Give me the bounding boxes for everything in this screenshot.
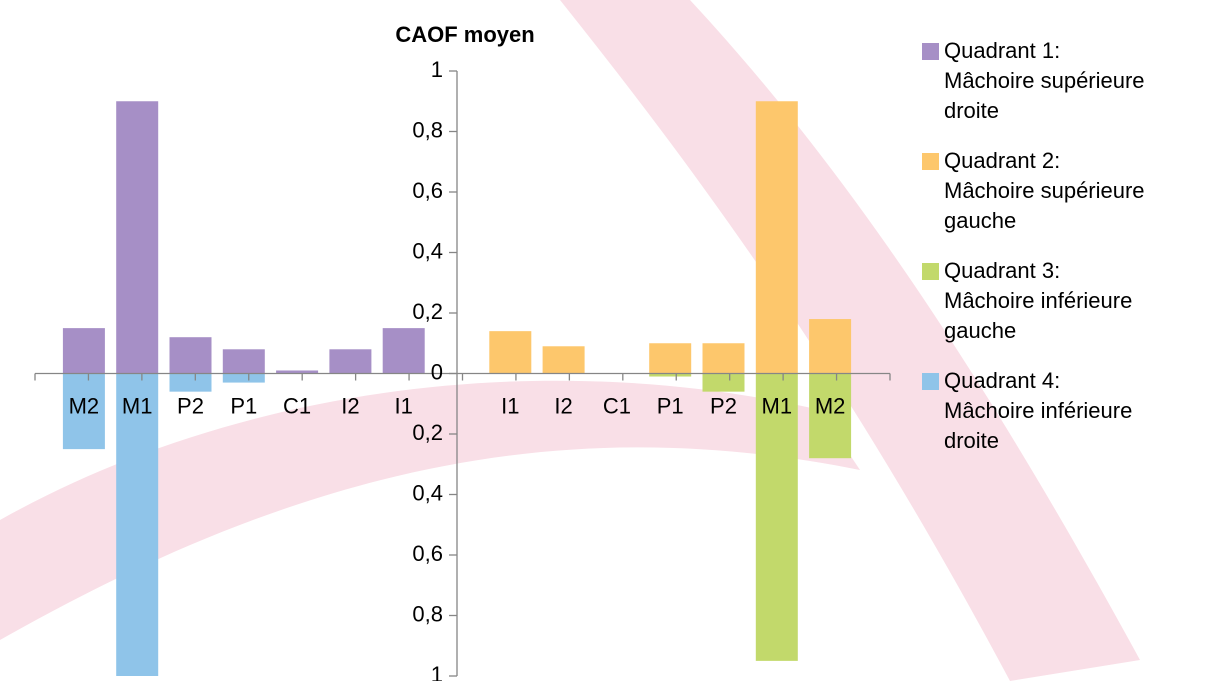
bar xyxy=(223,349,265,373)
legend-swatch xyxy=(922,263,939,280)
x-tick-label: M1 xyxy=(122,393,153,418)
x-tick-label: I1 xyxy=(501,393,519,418)
x-tick-label: P2 xyxy=(710,393,737,418)
y-tick-label: 0,4 xyxy=(412,238,443,263)
bar xyxy=(756,101,798,373)
chart-title: CAOF moyen xyxy=(395,22,534,47)
x-tick-label: M1 xyxy=(762,393,793,418)
bar xyxy=(703,374,745,392)
bar xyxy=(703,343,745,373)
x-tick-label: P2 xyxy=(177,393,204,418)
y-tick-label: 0,2 xyxy=(412,420,443,445)
legend-swatch xyxy=(922,153,939,170)
y-tick-label: 0,2 xyxy=(412,299,443,324)
x-tick-label: C1 xyxy=(283,393,311,418)
page: {"chart_data": {"type": "bar", "title": … xyxy=(0,0,1208,681)
x-tick-label: M2 xyxy=(69,393,100,418)
y-tick-label: 0 xyxy=(431,359,443,384)
y-tick-label: 0,8 xyxy=(412,117,443,142)
legend-item: Quadrant 1: Mâchoire supérieure droite xyxy=(922,36,1189,126)
x-tick-label: P1 xyxy=(657,393,684,418)
x-tick-label: C1 xyxy=(603,393,631,418)
x-tick-label: I1 xyxy=(395,393,413,418)
legend-label: Quadrant 4: Mâchoire inférieure droite xyxy=(944,368,1132,453)
bar xyxy=(329,349,371,373)
legend-swatch xyxy=(922,373,939,390)
y-tick-label: 0,6 xyxy=(412,541,443,566)
x-tick-label: P1 xyxy=(230,393,257,418)
legend-item: Quadrant 4: Mâchoire inférieure droite xyxy=(922,366,1189,456)
legend-item: Quadrant 3: Mâchoire inférieure gauche xyxy=(922,256,1189,346)
legend: Quadrant 1: Mâchoire supérieure droite Qu… xyxy=(922,36,1192,476)
x-tick-label: M2 xyxy=(815,393,846,418)
y-tick-label: 0,4 xyxy=(412,480,443,505)
bar xyxy=(809,319,851,373)
legend-item: Quadrant 2: Mâchoire supérieure gauche xyxy=(922,146,1189,236)
x-tick-label: I2 xyxy=(341,393,359,418)
legend-label: Quadrant 2: Mâchoire supérieure gauche xyxy=(944,148,1145,233)
bar xyxy=(170,337,212,373)
bar xyxy=(223,374,265,383)
y-tick-label: 1 xyxy=(431,57,443,82)
y-tick-label: 1 xyxy=(431,662,443,681)
legend-swatch xyxy=(922,43,939,60)
y-tick-label: 0,8 xyxy=(412,601,443,626)
bar xyxy=(543,346,585,373)
bar xyxy=(116,101,158,373)
bar xyxy=(170,374,212,392)
bar xyxy=(63,328,105,373)
bar xyxy=(383,328,425,373)
legend-label: Quadrant 3: Mâchoire inférieure gauche xyxy=(944,258,1132,343)
bar xyxy=(489,331,531,373)
bar xyxy=(116,374,158,677)
x-tick-label: I2 xyxy=(554,393,572,418)
bar xyxy=(649,343,691,373)
y-tick-label: 0,6 xyxy=(412,178,443,203)
legend-label: Quadrant 1: Mâchoire supérieure droite xyxy=(944,38,1145,123)
